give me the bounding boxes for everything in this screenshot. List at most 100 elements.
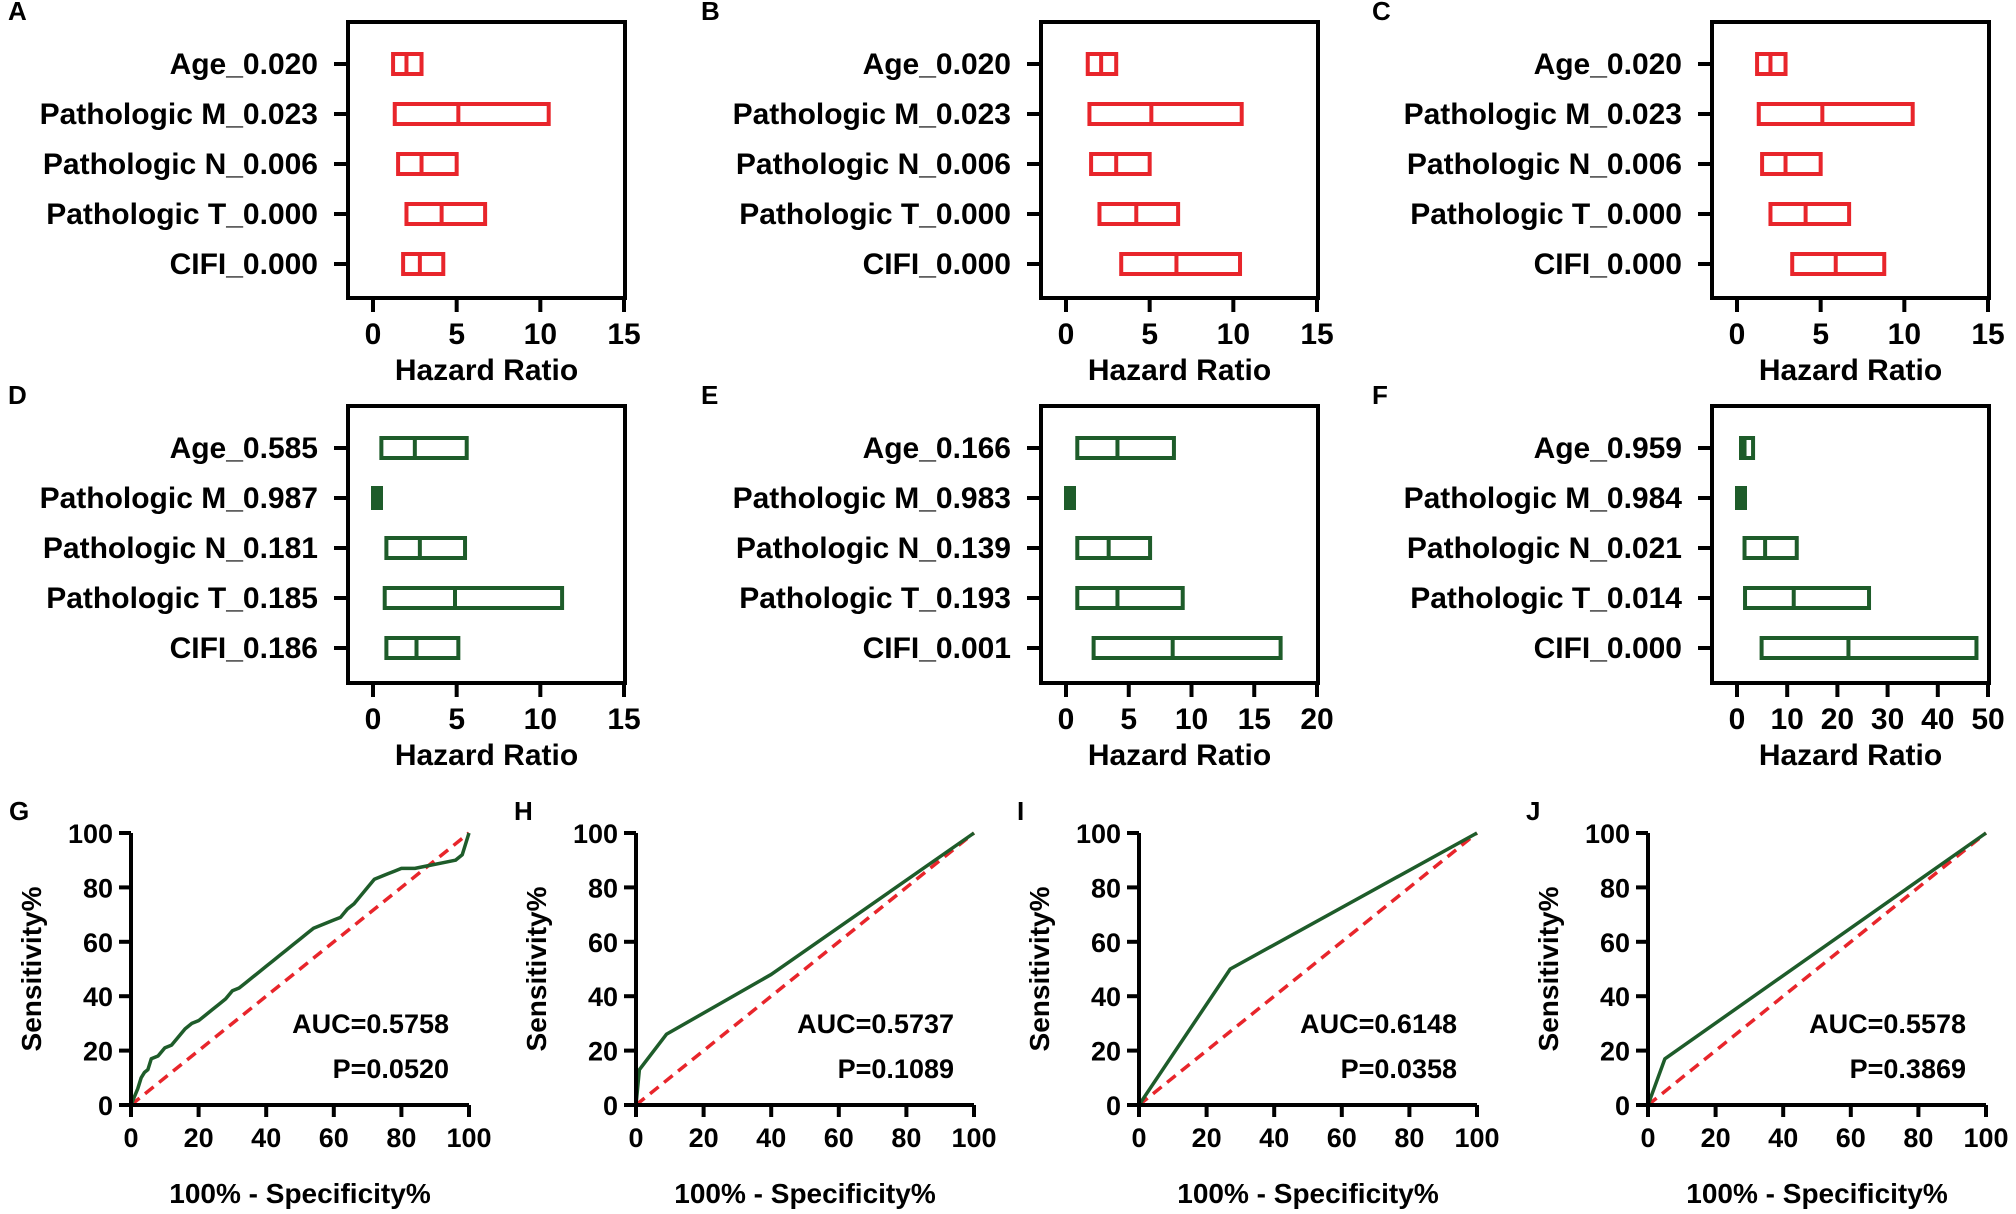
ci-box — [1075, 586, 1185, 610]
ci-box — [1790, 252, 1887, 276]
x-tick-label: 100 — [446, 1123, 491, 1153]
row-label: Pathologic M_0.983 — [733, 482, 1011, 515]
roc-curve — [1646, 831, 1988, 1106]
row-label: CIFI_0.000 — [863, 248, 1011, 281]
forest-panel-d: D Age_0.585 Pathologic M_0.987 Pathologic N… — [8, 380, 641, 772]
row-label: Pathologic T_0.000 — [46, 198, 318, 231]
y-axis-label: Sensitivity% — [521, 886, 552, 1051]
ci-box — [1064, 486, 1076, 510]
row-label: CIFI_0.001 — [863, 632, 1011, 665]
panel-letter: A — [8, 0, 27, 26]
ci-box — [1097, 202, 1181, 226]
x-tick-label: 15 — [1300, 318, 1333, 351]
row-label: CIFI_0.000 — [1534, 632, 1682, 665]
row-label: CIFI_0.186 — [170, 632, 318, 665]
x-axis-label: Hazard Ratio — [395, 354, 578, 387]
x-tick-label: 5 — [448, 318, 465, 351]
reference-line — [1137, 831, 1479, 1107]
row-label: Age_0.585 — [170, 432, 318, 465]
y-axis-label: Sensitivity% — [16, 886, 47, 1051]
roc-panel-g: G 00 20 20 40 40 60 60 80 80 100 100 AUC=0.5758 P=0.0… — [9, 796, 492, 1209]
x-tick-label: 10 — [524, 318, 557, 351]
y-tick-label: 60 — [588, 928, 618, 958]
p-value-label: P=0.3869 — [1850, 1054, 1966, 1084]
x-tick-label: 0 — [628, 1123, 643, 1153]
x-axis-label: 100% - Specificity% — [1686, 1178, 1948, 1209]
row-label: Pathologic N_0.006 — [736, 148, 1011, 181]
panel-letter: F — [1372, 380, 1388, 410]
ci-box — [1760, 152, 1823, 176]
x-tick-label: 5 — [1141, 318, 1158, 351]
ci-box — [1756, 102, 1915, 126]
ci-box — [1075, 436, 1176, 460]
x-tick-label: 60 — [824, 1123, 854, 1153]
x-tick-label: 5 — [1120, 703, 1137, 736]
x-tick-label: 15 — [1238, 703, 1271, 736]
y-tick-label: 100 — [1585, 819, 1630, 849]
y-tick-label: 20 — [83, 1037, 113, 1067]
x-tick-label: 80 — [1903, 1123, 1933, 1153]
x-tick-label: 20 — [1192, 1123, 1222, 1153]
x-tick-label: 0 — [1058, 318, 1075, 351]
y-tick-label: 0 — [603, 1091, 618, 1121]
x-tick-label: 60 — [1836, 1123, 1866, 1153]
reference-line — [1646, 831, 1988, 1107]
plot-frame — [1710, 20, 1991, 300]
x-tick-label: 0 — [1640, 1123, 1655, 1153]
plot-frame — [346, 404, 627, 685]
x-axis-label: 100% - Specificity% — [674, 1178, 936, 1209]
ci-box — [1089, 152, 1152, 176]
auc-label: AUC=0.5578 — [1809, 1009, 1966, 1039]
plot-frame — [1039, 404, 1320, 685]
x-tick-label: 20 — [1821, 703, 1854, 736]
y-tick-label: 80 — [1600, 873, 1630, 903]
auc-label: AUC=0.5737 — [797, 1009, 954, 1039]
x-tick-label: 0 — [1729, 703, 1746, 736]
row-label: Age_0.020 — [863, 48, 1011, 81]
y-tick-label: 0 — [98, 1091, 113, 1121]
panel-letter: I — [1017, 796, 1024, 826]
x-tick-label: 40 — [1259, 1123, 1289, 1153]
ci-box — [382, 586, 565, 610]
auc-label: AUC=0.5758 — [292, 1009, 449, 1039]
p-value-label: P=0.0358 — [1341, 1054, 1457, 1084]
roc-curve — [129, 832, 471, 1106]
row-label: Pathologic M_0.023 — [1404, 98, 1682, 131]
y-tick-label: 100 — [1076, 819, 1121, 849]
x-axis-label: Hazard Ratio — [1088, 739, 1271, 772]
row-label: Pathologic N_0.181 — [43, 532, 318, 565]
x-tick-label: 0 — [1058, 703, 1075, 736]
y-tick-label: 20 — [1091, 1037, 1121, 1067]
forest-panel-f: F Age_0.959 Pathologic M_0.984 Pathologic N… — [1372, 380, 2005, 772]
x-tick-label: 50 — [1971, 703, 2004, 736]
row-label: Pathologic T_0.193 — [739, 582, 1011, 615]
roc-curve — [634, 831, 976, 1106]
y-tick-label: 0 — [1106, 1091, 1121, 1121]
x-tick-label: 20 — [1701, 1123, 1731, 1153]
row-label: Pathologic N_0.006 — [43, 148, 318, 181]
x-tick-label: 10 — [1888, 318, 1921, 351]
y-tick-label: 20 — [588, 1037, 618, 1067]
panel-letter: G — [9, 796, 29, 826]
forest-panel-c: C Age_0.020 Pathologic M_0.023 Pathologic N… — [1372, 0, 2005, 387]
row-label: Pathologic M_0.987 — [40, 482, 318, 515]
row-label: CIFI_0.000 — [170, 248, 318, 281]
x-tick-label: 40 — [1768, 1123, 1798, 1153]
row-label: Pathologic N_0.139 — [736, 532, 1011, 565]
ci-box — [1742, 536, 1799, 560]
x-tick-label: 100 — [1454, 1123, 1499, 1153]
x-tick-label: 40 — [251, 1123, 281, 1153]
row-label: Age_0.166 — [863, 432, 1011, 465]
ci-box — [396, 152, 459, 176]
y-tick-label: 80 — [1091, 873, 1121, 903]
y-axis-label: Sensitivity% — [1024, 886, 1055, 1051]
roc-panel-h: H 00 20 20 40 40 60 60 80 80 100 100 AUC=0.5737 P=0.1… — [514, 796, 997, 1209]
row-label: Pathologic T_0.185 — [46, 582, 318, 615]
x-tick-label: 5 — [448, 703, 465, 736]
forest-panel-b: B Age_0.020 Pathologic M_0.023 Pathologic N… — [701, 0, 1334, 387]
ci-box — [384, 536, 468, 560]
row-label: Pathologic M_0.023 — [40, 98, 318, 131]
x-tick-label: 10 — [1771, 703, 1804, 736]
row-label: Age_0.959 — [1534, 432, 1682, 465]
ci-box — [371, 486, 383, 510]
